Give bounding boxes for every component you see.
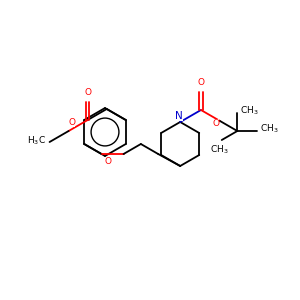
Text: O: O <box>212 118 220 127</box>
Text: H$_3$C: H$_3$C <box>27 135 46 147</box>
Text: N: N <box>175 111 183 121</box>
Text: CH$_3$: CH$_3$ <box>210 143 229 155</box>
Text: O: O <box>197 78 205 87</box>
Text: O: O <box>104 157 112 166</box>
Text: O: O <box>84 88 91 97</box>
Text: CH$_3$: CH$_3$ <box>240 105 259 117</box>
Text: O: O <box>68 118 75 127</box>
Text: CH$_3$: CH$_3$ <box>260 123 279 135</box>
